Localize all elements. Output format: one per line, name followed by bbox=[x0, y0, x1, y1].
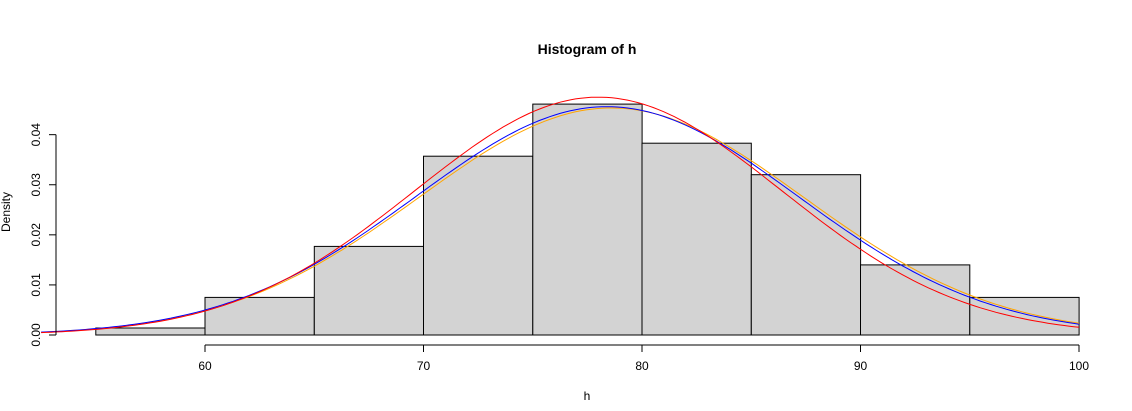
density-curve-3 bbox=[41, 96, 1080, 334]
y-tick-label: 0.02 bbox=[29, 223, 43, 247]
histogram-bar-1 bbox=[95, 327, 206, 336]
histogram-bar-6 bbox=[641, 142, 752, 336]
histogram-bar-3 bbox=[313, 245, 425, 336]
histogram-bar-4 bbox=[423, 155, 534, 336]
density-curves bbox=[41, 96, 1080, 334]
x-tick-label: 60 bbox=[198, 359, 212, 373]
x-tick-label: 100 bbox=[1069, 359, 1089, 373]
y-tick-label: 0.03 bbox=[29, 173, 43, 197]
histogram-bar-7 bbox=[750, 174, 862, 336]
y-axis-label: Density bbox=[0, 192, 13, 232]
histogram-bar-8 bbox=[860, 264, 971, 336]
x-tick-label: 80 bbox=[635, 359, 649, 373]
histogram-bar-2 bbox=[204, 296, 315, 336]
x-tick-label: 90 bbox=[854, 359, 868, 373]
x-tick-label: 70 bbox=[417, 359, 431, 373]
histogram-bar-5 bbox=[532, 103, 643, 336]
y-tick-label: 0.04 bbox=[29, 123, 43, 147]
y-axis: 0.00 0.01 0.02 0.03 0.04 bbox=[29, 123, 57, 347]
x-axis-label: h bbox=[584, 389, 591, 403]
histogram-bars bbox=[95, 103, 1080, 336]
density-curve-2 bbox=[41, 106, 1080, 333]
y-tick-label: 0.01 bbox=[29, 273, 43, 297]
y-tick-label: 0.00 bbox=[29, 323, 43, 347]
chart-title: Histogram of h bbox=[538, 41, 637, 57]
x-axis: 60 70 80 90 100 bbox=[198, 344, 1089, 373]
